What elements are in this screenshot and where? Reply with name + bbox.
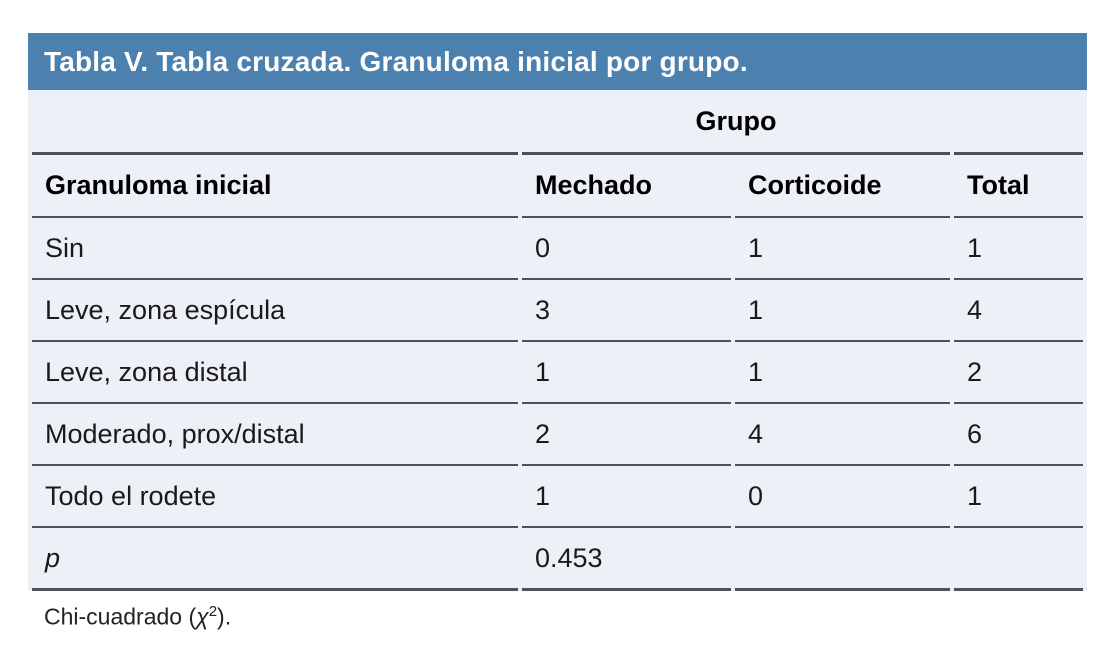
p-value: 0.453 (522, 528, 731, 591)
table-container: Tabla V. Tabla cruzada. Granuloma inicia… (28, 33, 1087, 631)
p-label: p (32, 528, 518, 591)
cell-corticoide: 1 (735, 218, 950, 280)
table-title-bar: Tabla V. Tabla cruzada. Granuloma inicia… (28, 33, 1087, 90)
cell-corticoide: 1 (735, 280, 950, 342)
cell-mechado: 1 (522, 466, 731, 528)
cross-table: Grupo Granuloma inicial Mechado Corticoi… (28, 90, 1087, 591)
footnote-superscript: 2 (208, 603, 218, 620)
group-header: Grupo (522, 90, 950, 155)
table-row: Todo el rodete 1 0 1 (32, 466, 1083, 528)
footnote-close: ). (217, 603, 232, 630)
column-header-granuloma-inicial: Granuloma inicial (32, 155, 518, 218)
cell-mechado: 2 (522, 404, 731, 466)
group-header-row: Grupo (32, 90, 1083, 155)
cell-mechado: 0 (522, 218, 731, 280)
cell-corticoide: 4 (735, 404, 950, 466)
cell-total: 2 (954, 342, 1083, 404)
cell-total: 1 (954, 218, 1083, 280)
row-label: Leve, zona distal (32, 342, 518, 404)
chi-symbol: χ (196, 603, 209, 630)
table-row: Leve, zona distal 1 1 2 (32, 342, 1083, 404)
column-header-row: Granuloma inicial Mechado Corticoide Tot… (32, 155, 1083, 218)
cell-total: 6 (954, 404, 1083, 466)
table-row: Sin 0 1 1 (32, 218, 1083, 280)
column-header-total: Total (954, 155, 1083, 218)
footnote-text: Chi-cuadrado ( (44, 603, 197, 630)
table-title: Tabla V. Tabla cruzada. Granuloma inicia… (44, 45, 748, 77)
p-value-row: p 0.453 (32, 528, 1083, 591)
row-label: Leve, zona espícula (32, 280, 518, 342)
empty-cell (735, 528, 950, 591)
cell-mechado: 3 (522, 280, 731, 342)
table-row: Leve, zona espícula 3 1 4 (32, 280, 1083, 342)
cell-corticoide: 1 (735, 342, 950, 404)
cell-mechado: 1 (522, 342, 731, 404)
empty-cell (954, 528, 1083, 591)
row-label: Todo el rodete (32, 466, 518, 528)
row-label: Moderado, prox/distal (32, 404, 518, 466)
column-header-corticoide: Corticoide (735, 155, 950, 218)
empty-cell (32, 90, 518, 155)
cell-total: 4 (954, 280, 1083, 342)
table-row: Moderado, prox/distal 2 4 6 (32, 404, 1083, 466)
empty-cell (954, 90, 1083, 155)
table-footnote: Chi-cuadrado (χ2). (28, 603, 1087, 631)
cell-total: 1 (954, 466, 1083, 528)
column-header-mechado: Mechado (522, 155, 731, 218)
row-label: Sin (32, 218, 518, 280)
cell-corticoide: 0 (735, 466, 950, 528)
